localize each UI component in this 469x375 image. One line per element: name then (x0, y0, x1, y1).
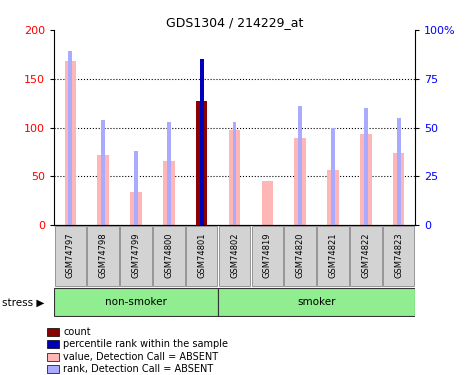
Text: GSM74819: GSM74819 (263, 232, 272, 278)
Bar (196, 101, 207, 225)
Bar (229, 130, 240, 225)
Text: GSM74821: GSM74821 (328, 232, 338, 278)
Bar (364, 108, 368, 225)
Text: GSM74801: GSM74801 (197, 232, 206, 278)
FancyBboxPatch shape (219, 226, 250, 286)
Text: GSM74823: GSM74823 (394, 232, 403, 278)
Text: non-smoker: non-smoker (105, 297, 167, 307)
FancyBboxPatch shape (317, 226, 349, 286)
Text: GSM74798: GSM74798 (98, 232, 108, 278)
FancyBboxPatch shape (153, 226, 185, 286)
Text: GSM74797: GSM74797 (66, 232, 75, 278)
Bar (397, 118, 401, 225)
Text: stress ▶: stress ▶ (2, 298, 45, 307)
FancyBboxPatch shape (350, 226, 382, 286)
FancyBboxPatch shape (54, 288, 218, 316)
FancyBboxPatch shape (284, 226, 316, 286)
Text: smoker: smoker (297, 297, 336, 307)
Title: GDS1304 / 214229_at: GDS1304 / 214229_at (166, 16, 303, 29)
Bar (262, 181, 273, 225)
Text: count: count (63, 327, 91, 337)
Bar (393, 153, 404, 225)
Bar (360, 134, 371, 225)
FancyBboxPatch shape (383, 226, 415, 286)
FancyBboxPatch shape (54, 226, 86, 286)
Bar (327, 170, 339, 225)
Bar (167, 122, 171, 225)
Bar (298, 106, 302, 225)
FancyBboxPatch shape (87, 226, 119, 286)
Text: value, Detection Call = ABSENT: value, Detection Call = ABSENT (63, 352, 219, 362)
Bar (101, 120, 105, 225)
Bar (163, 160, 174, 225)
Text: GSM74799: GSM74799 (131, 232, 141, 278)
Text: GSM74822: GSM74822 (361, 232, 371, 278)
Bar (130, 192, 142, 225)
Bar (233, 122, 236, 225)
Text: GSM74820: GSM74820 (295, 232, 305, 278)
FancyBboxPatch shape (218, 288, 415, 316)
Text: GSM74802: GSM74802 (230, 232, 239, 278)
Bar (200, 59, 204, 225)
Bar (295, 138, 306, 225)
FancyBboxPatch shape (120, 226, 152, 286)
Bar (65, 61, 76, 225)
FancyBboxPatch shape (186, 226, 218, 286)
Text: percentile rank within the sample: percentile rank within the sample (63, 339, 228, 349)
Bar (98, 155, 109, 225)
FancyBboxPatch shape (251, 226, 283, 286)
Bar (68, 51, 72, 225)
Bar (134, 151, 138, 225)
Bar (331, 128, 335, 225)
Text: rank, Detection Call = ABSENT: rank, Detection Call = ABSENT (63, 364, 213, 374)
Text: GSM74800: GSM74800 (164, 232, 174, 278)
